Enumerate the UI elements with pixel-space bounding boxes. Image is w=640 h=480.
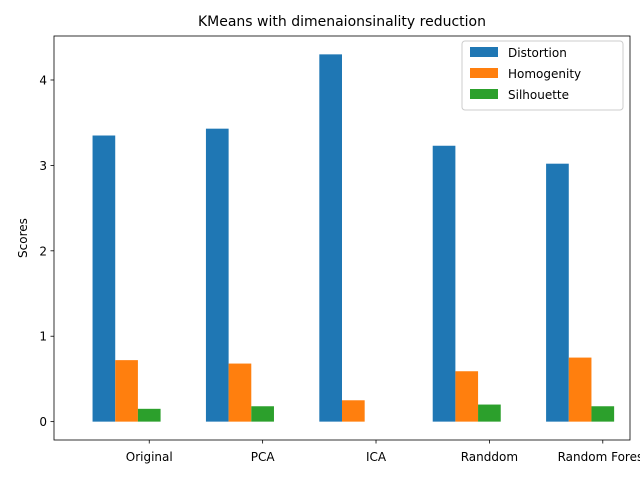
y-tick-label: 1 [39,330,47,344]
legend-swatch-homogenity [470,68,498,78]
bar-silhouette-random-forest [591,406,615,422]
legend-box [461,40,624,111]
bar-homogenity-ica [342,400,365,422]
x-axis-ticks: Original PCA ICA Randdom Random Forest [126,440,640,464]
legend-swatch-distortion [470,47,498,57]
y-tick-label: 2 [39,244,47,258]
bar-distortion-ica [319,54,342,422]
legend-swatch-silhouette [470,89,498,99]
bar-silhouette-pca [251,406,274,422]
bar-distortion-original [92,135,116,422]
chart-title: KMeans with dimenaionsinality reduction [198,14,486,30]
bar-homogenity-random-forest [568,357,592,422]
bar-silhouette-randdom [478,404,501,422]
x-tick-label: Original [126,450,173,464]
legend-label-silhouette: Silhouette [508,88,569,102]
legend: Distortion Homogenity Silhouette [461,40,624,111]
bar-silhouette-original [137,408,161,422]
x-tick-label: ICA [366,450,387,464]
x-tick-label: PCA [251,450,276,464]
legend-label-distortion: Distortion [508,46,567,60]
y-axis-label: Scores [16,218,30,258]
y-tick-label: 0 [39,415,47,429]
bar-homogenity-pca [228,363,252,422]
y-axis-ticks: 0 1 2 3 4 [39,73,54,429]
bar-distortion-pca [205,128,229,422]
plot-frame [53,35,631,441]
bars-group [92,54,615,422]
legend-label-homogenity: Homogenity [508,67,581,81]
y-tick-label: 3 [39,159,47,173]
bar-distortion-random-forest [546,163,569,422]
x-tick-label: Random Forest [558,450,640,464]
x-tick-label: Randdom [461,450,518,464]
y-tick-label: 4 [39,73,47,87]
bar-homogenity-original [115,360,138,422]
bar-homogenity-randdom [455,371,479,422]
bar-distortion-randdom [432,145,456,422]
